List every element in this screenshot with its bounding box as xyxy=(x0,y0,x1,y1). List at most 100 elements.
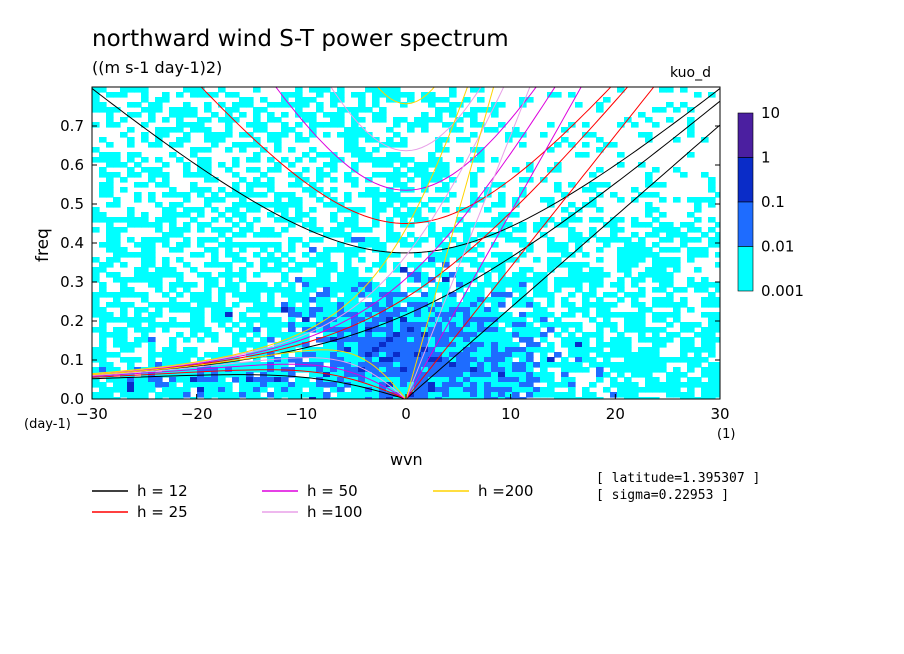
heatmap-cell xyxy=(449,382,457,388)
heatmap-cell xyxy=(435,392,443,398)
heatmap-cell xyxy=(134,312,142,318)
heatmap-cell xyxy=(435,252,443,258)
heatmap-cell xyxy=(351,177,359,183)
heatmap-cell xyxy=(239,202,247,208)
heatmap-cell xyxy=(106,302,114,308)
heatmap-cell xyxy=(526,352,534,358)
heatmap-cell xyxy=(253,397,261,399)
heatmap-cell xyxy=(127,237,135,243)
heatmap-cell xyxy=(400,377,408,383)
heatmap-cell xyxy=(358,362,366,368)
heatmap-cell xyxy=(274,167,282,173)
heatmap-cell xyxy=(386,227,394,233)
heatmap-cell xyxy=(218,292,226,298)
heatmap-cell xyxy=(337,352,345,358)
heatmap-cell xyxy=(498,192,506,198)
heatmap-cell xyxy=(463,372,471,378)
legend-label: h = 12 xyxy=(137,482,188,500)
heatmap-cell xyxy=(477,342,485,348)
heatmap-cell xyxy=(645,182,653,188)
heatmap-cell xyxy=(148,272,156,278)
heatmap-cell xyxy=(603,272,611,278)
heatmap-cell xyxy=(148,322,156,328)
heatmap-cell xyxy=(197,227,205,233)
heatmap-cell xyxy=(316,367,324,373)
heatmap-cell xyxy=(456,317,464,323)
heatmap-cell xyxy=(505,387,513,393)
heatmap-cell xyxy=(512,362,520,368)
kelvin-curve xyxy=(405,87,495,399)
heatmap-cell xyxy=(645,132,653,138)
heatmap-cell xyxy=(323,332,331,338)
heatmap-cell xyxy=(505,232,513,238)
heatmap-cell xyxy=(337,287,345,293)
heatmap-cell xyxy=(666,332,674,338)
heatmap-cell xyxy=(155,222,163,228)
heatmap-cell xyxy=(358,337,366,343)
heatmap-cell xyxy=(596,182,604,188)
heatmap-cell xyxy=(162,237,170,243)
heatmap-cell xyxy=(127,152,135,158)
heatmap-cell xyxy=(589,227,597,233)
heatmap-cell xyxy=(295,332,303,338)
heatmap-cell xyxy=(442,397,450,399)
heatmap-cell xyxy=(386,177,394,183)
heatmap-cell xyxy=(253,347,261,353)
heatmap-cell xyxy=(694,287,702,293)
heatmap-cell xyxy=(526,277,534,283)
heatmap-cell xyxy=(162,347,170,353)
heatmap-cell xyxy=(141,107,149,113)
heatmap-cell xyxy=(582,392,590,398)
heatmap-cell xyxy=(603,317,611,323)
heatmap-cell xyxy=(344,172,352,178)
heatmap-cell xyxy=(715,237,720,243)
heatmap-cell xyxy=(694,202,702,208)
heatmap-cell xyxy=(596,297,604,303)
heatmap-cell xyxy=(561,252,569,258)
heatmap-cell xyxy=(659,312,667,318)
heatmap-cell xyxy=(526,297,534,303)
heatmap-cell xyxy=(631,262,639,268)
heatmap-cell xyxy=(442,387,450,393)
heatmap-cell xyxy=(519,372,527,378)
heatmap-cell xyxy=(288,192,296,198)
heatmap-cell xyxy=(197,162,205,168)
heatmap-cell xyxy=(533,257,541,263)
heatmap-cell xyxy=(428,307,436,313)
heatmap-cell xyxy=(239,342,247,348)
heatmap-cell xyxy=(512,377,520,383)
heatmap-cell xyxy=(407,262,415,268)
heatmap-cell xyxy=(561,362,569,368)
heatmap-cell xyxy=(673,107,681,113)
heatmap-cell xyxy=(141,387,149,393)
heatmap-cell xyxy=(225,367,233,373)
heatmap-cell xyxy=(337,392,345,398)
heatmap-cell xyxy=(631,372,639,378)
heatmap-cell xyxy=(617,217,625,223)
heatmap-cell xyxy=(666,87,674,93)
heatmap-cell xyxy=(512,397,520,399)
heatmap-cell xyxy=(673,137,681,143)
heatmap-cell xyxy=(176,137,184,143)
heatmap-cell xyxy=(498,227,506,233)
heatmap-cell xyxy=(337,107,345,113)
heatmap-cell xyxy=(589,267,597,273)
heatmap-cell xyxy=(582,302,590,308)
heatmap-cell xyxy=(351,237,359,243)
heatmap-cell xyxy=(519,237,527,243)
heatmap-cell xyxy=(176,202,184,208)
heatmap-cell xyxy=(603,302,611,308)
heatmap-cell xyxy=(225,272,233,278)
heatmap-cell xyxy=(393,277,401,283)
heatmap-cell xyxy=(183,372,191,378)
heatmap-cell xyxy=(372,327,380,333)
heatmap-cell xyxy=(274,232,282,238)
heatmap-cell xyxy=(484,347,492,353)
heatmap-cell xyxy=(484,332,492,338)
heatmap-cell xyxy=(393,177,401,183)
heatmap-cell xyxy=(246,167,254,173)
heatmap-cell xyxy=(302,347,310,353)
heatmap-cell xyxy=(526,377,534,383)
heatmap-cell xyxy=(141,242,149,248)
